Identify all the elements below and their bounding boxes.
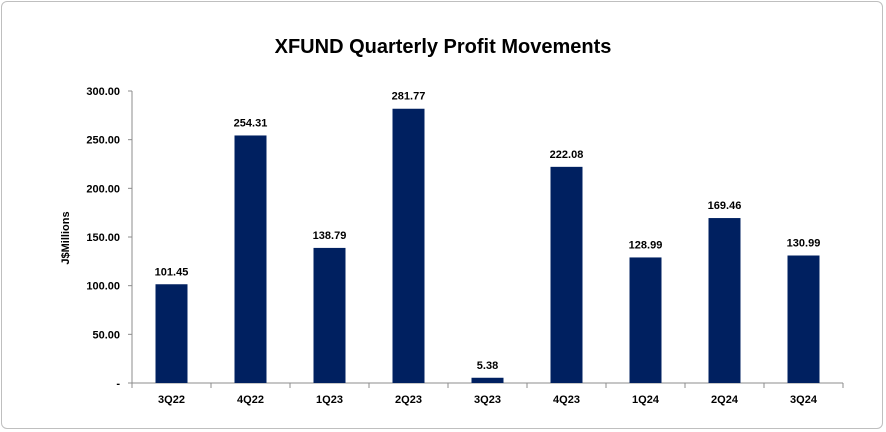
y-tick-label: 250.00 xyxy=(86,135,120,147)
bar-3q24 xyxy=(787,255,820,383)
x-tick-label: 3Q23 xyxy=(474,394,501,406)
bar-value-label: 101.45 xyxy=(155,266,189,278)
bar-3q23 xyxy=(471,377,504,383)
bar-value-label: 128.99 xyxy=(629,239,663,251)
bar-value-labels: 101.45 254.31 138.79 281.77 5.38 222.08 128.99… xyxy=(155,91,821,372)
bar-value-label: 130.99 xyxy=(787,238,821,250)
y-tick-label: - xyxy=(116,378,120,390)
x-tick-label: 4Q23 xyxy=(553,394,580,406)
bar-4q22 xyxy=(234,135,267,383)
y-tick-label: 200.00 xyxy=(86,183,120,195)
y-axis-title-group: J$Millions xyxy=(60,211,72,264)
x-tick-label: 4Q22 xyxy=(237,394,264,406)
x-tick-label: 2Q24 xyxy=(711,394,739,406)
bar-4q23 xyxy=(550,166,583,383)
x-tick-label: 2Q23 xyxy=(395,394,422,406)
y-axis-title: J$Millions xyxy=(60,211,72,264)
bar-3q22 xyxy=(155,284,188,383)
chart-title: XFUND Quarterly Profit Movements xyxy=(274,36,612,58)
bar-2q24 xyxy=(708,218,741,383)
bars xyxy=(155,108,820,383)
x-tick-label: 3Q24 xyxy=(790,394,818,406)
bar-2q23 xyxy=(392,108,425,383)
bar-value-label: 138.79 xyxy=(313,230,347,242)
bar-value-label: 169.46 xyxy=(708,200,742,212)
x-axis-ticks: 3Q22 4Q22 1Q23 2Q23 3Q23 4Q23 1Q24 2Q24 3Q24 xyxy=(131,383,844,406)
bar-1q23 xyxy=(313,247,346,383)
y-tick-label: 100.00 xyxy=(86,281,120,293)
bar-value-label: 281.77 xyxy=(392,91,426,103)
bar-value-label: 254.31 xyxy=(234,117,268,129)
y-tick-label: 300.00 xyxy=(86,86,120,98)
x-tick-label: 1Q24 xyxy=(632,394,660,406)
bar-1q24 xyxy=(629,257,662,383)
y-tick-label: 50.00 xyxy=(92,329,120,341)
x-tick-label: 1Q23 xyxy=(316,394,343,406)
y-tick-label: 150.00 xyxy=(86,232,120,244)
x-tick-label: 3Q22 xyxy=(158,394,185,406)
y-axis-ticks: - 50.00 100.00 150.00 200.00 250.00 300.00 xyxy=(86,86,132,390)
bar-value-label: 5.38 xyxy=(477,360,498,372)
bar-value-label: 222.08 xyxy=(550,149,584,161)
